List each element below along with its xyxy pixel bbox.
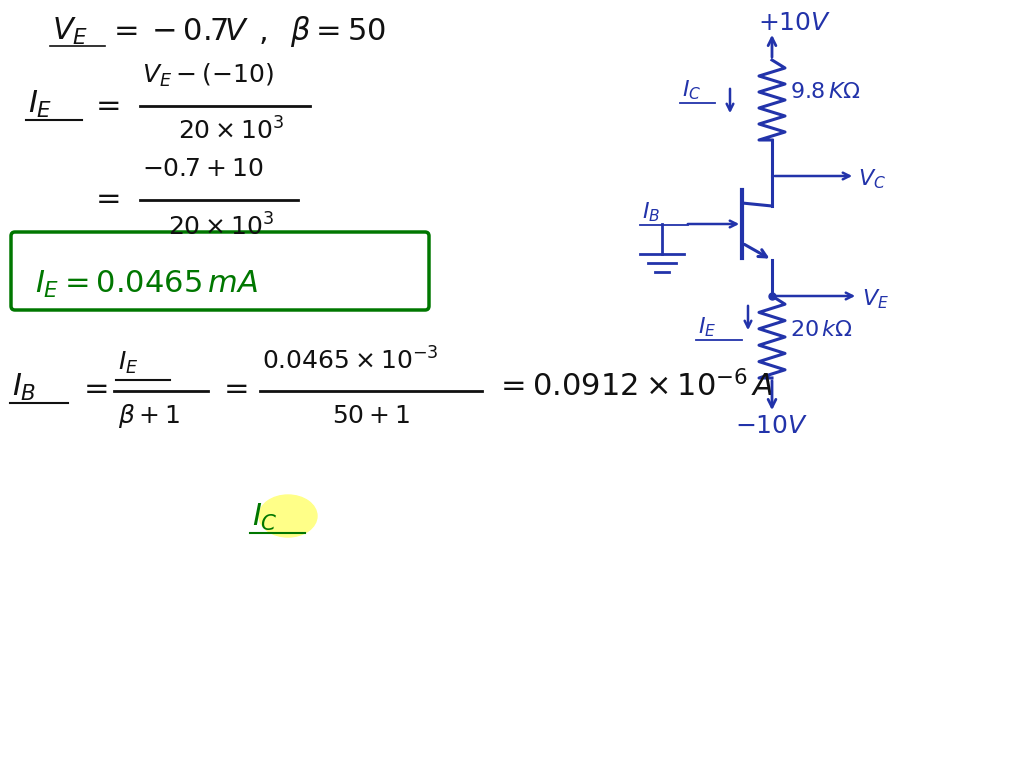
Text: $-0.7+10$: $-0.7+10$: [142, 157, 263, 181]
Text: $20 \times 10^3$: $20 \times 10^3$: [178, 118, 285, 145]
FancyBboxPatch shape: [11, 232, 429, 310]
Text: $50 + 1$: $50 + 1$: [332, 404, 411, 428]
Text: $V_E$: $V_E$: [862, 287, 889, 310]
Text: $=$: $=$: [90, 90, 120, 119]
Text: $I_B$: $I_B$: [12, 372, 37, 403]
Text: $V_E - (-10)$: $V_E - (-10)$: [142, 62, 273, 89]
Text: $,\;\;\beta = 50$: $,\;\;\beta = 50$: [258, 14, 386, 49]
Text: $20 \times 10^3$: $20 \times 10^3$: [168, 214, 274, 241]
Text: $-10V$: $-10V$: [735, 414, 808, 438]
Text: $I_E$: $I_E$: [698, 315, 717, 339]
Text: $I_E$: $I_E$: [28, 89, 52, 120]
Text: $= 0.0912 \times 10^{-6}\,A$: $= 0.0912 \times 10^{-6}\,A$: [495, 369, 774, 402]
Text: $= -0.7V$: $= -0.7V$: [108, 17, 249, 46]
Text: $9.8\,K\Omega$: $9.8\,K\Omega$: [790, 82, 861, 102]
Text: $V_C$: $V_C$: [858, 167, 886, 190]
Text: $=$: $=$: [218, 373, 248, 402]
Text: $I_E$: $I_E$: [118, 350, 138, 376]
Text: $=$: $=$: [90, 183, 120, 212]
Ellipse shape: [259, 495, 317, 537]
Text: $I_C$: $I_C$: [682, 78, 701, 101]
Text: $I_C$: $I_C$: [252, 502, 278, 533]
Text: $I_B$: $I_B$: [642, 200, 660, 223]
Text: $=$: $=$: [78, 373, 109, 402]
Text: $0.0465 \times 10^{-3}$: $0.0465 \times 10^{-3}$: [262, 348, 438, 375]
Text: $20\,k\Omega$: $20\,k\Omega$: [790, 320, 853, 340]
Text: $\beta + 1$: $\beta + 1$: [118, 402, 180, 430]
Text: $+10V$: $+10V$: [758, 11, 831, 35]
Text: $I_E = 0.0465\,mA$: $I_E = 0.0465\,mA$: [35, 269, 258, 300]
Text: $V_E$: $V_E$: [52, 16, 88, 47]
